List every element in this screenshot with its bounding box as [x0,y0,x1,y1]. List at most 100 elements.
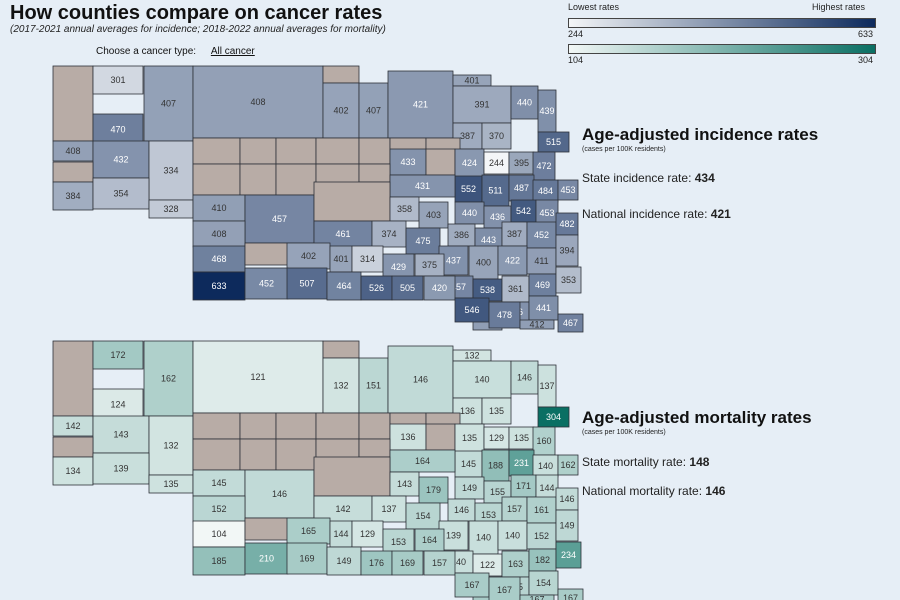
incidence-county[interactable] [371,220,407,248]
mortality-county[interactable] [391,550,424,576]
incidence-county-value: 542 [516,206,531,216]
incidence-county[interactable] [92,113,144,146]
incidence-county[interactable] [326,271,362,301]
mortality-county[interactable] [557,454,579,476]
mortality-county[interactable] [481,449,510,482]
incidence-county-value: 461 [335,229,350,239]
mortality-county[interactable] [244,542,289,575]
incidence-county-value: 411 [534,256,548,266]
incidence-county[interactable] [92,140,150,179]
incidence-county-value: 412 [529,320,544,330]
mortality-county[interactable] [286,542,328,575]
mortality-county[interactable] [423,550,456,576]
mortality-legend-min: 104 [568,55,584,65]
mortality-county[interactable] [555,509,579,542]
incidence-county-value: 431 [415,181,430,191]
mortality-county[interactable] [371,495,407,523]
incidence-county[interactable] [192,65,324,139]
mortality-legend-bar [568,44,876,54]
incidence-county[interactable] [488,301,521,329]
mortality-county[interactable] [92,340,144,370]
incidence-county[interactable] [481,122,512,150]
incidence-county[interactable] [192,245,246,273]
incidence-county[interactable] [557,179,579,201]
mortality-county[interactable] [52,456,94,486]
mortality-county[interactable] [192,495,246,523]
incidence-county[interactable] [286,242,331,270]
cancer-type-dropdown[interactable]: All cancer [210,46,255,57]
mortality-county[interactable] [192,469,246,497]
incidence-county[interactable] [351,245,384,273]
incidence-county-no-data [52,65,94,142]
mortality-county[interactable] [452,397,483,425]
incidence-county-value: 387 [507,229,522,239]
incidence-county[interactable] [244,194,315,244]
incidence-county[interactable] [497,245,528,276]
incidence-county-value: 452 [534,230,549,240]
mortality-county-value: 139 [446,531,461,541]
incidence-county-value: 410 [211,203,226,213]
mortality-county[interactable] [418,476,449,504]
incidence-county[interactable] [192,194,246,222]
mortality-county[interactable] [360,550,393,576]
incidence-county[interactable] [452,85,512,124]
mortality-county[interactable] [454,423,485,453]
mortality-county[interactable] [481,397,512,425]
incidence-county-value: 487 [514,183,529,193]
incidence-county[interactable] [360,275,393,301]
incidence-county[interactable] [555,234,579,267]
mortality-county-no-data [192,438,241,471]
mortality-county[interactable] [528,570,559,596]
mortality-county[interactable] [387,345,454,414]
incidence-county[interactable] [501,275,530,303]
mortality-county[interactable] [92,452,150,485]
incidence-county[interactable] [481,174,510,207]
mortality-county-value: 167 [464,580,479,590]
mortality-county[interactable] [192,546,246,576]
mortality-county[interactable] [92,415,150,454]
incidence-county[interactable] [423,275,456,301]
incidence-county-no-data [425,148,456,176]
incidence-county[interactable] [528,295,559,321]
mortality-county[interactable] [326,546,362,576]
incidence-county[interactable] [143,65,194,142]
mortality-county-value: 144 [539,483,554,493]
incidence-county-no-data [313,181,391,222]
mortality-county[interactable] [557,588,584,600]
incidence-county[interactable] [510,85,539,120]
mortality-county[interactable] [508,449,535,477]
incidence-county[interactable] [389,148,427,176]
incidence-county-value: 391 [474,100,489,110]
incidence-county[interactable] [391,275,424,301]
mortality-county[interactable] [148,415,194,476]
incidence-county-no-data [244,242,289,266]
incidence-county[interactable] [286,267,328,300]
mortality-county[interactable] [510,360,539,395]
mortality-county[interactable] [389,423,427,451]
incidence-county-value: 354 [113,189,128,199]
mortality-county[interactable] [358,357,389,414]
mortality-county[interactable] [389,471,420,497]
incidence-county[interactable] [555,266,582,294]
mortality-county[interactable] [526,522,557,550]
mortality-county[interactable] [322,357,360,414]
incidence-county[interactable] [192,220,246,248]
incidence-county[interactable] [519,319,555,330]
incidence-county[interactable] [526,247,557,275]
mortality-county-no-data [425,423,456,451]
mortality-county[interactable] [405,502,441,530]
incidence-county[interactable] [387,70,454,139]
mortality-county-value: 162 [161,374,176,384]
incidence-county-value: 441 [536,303,551,313]
incidence-county[interactable] [92,65,144,95]
incidence-county-value: 301 [110,75,125,85]
mortality-county[interactable] [488,576,521,600]
mortality-county[interactable] [555,541,582,569]
mortality-county[interactable] [452,360,512,399]
incidence-county[interactable] [92,177,150,210]
incidence-county[interactable] [148,140,194,201]
incidence-county[interactable] [557,313,584,333]
incidence-county[interactable] [244,267,289,300]
incidence-county[interactable] [389,196,420,222]
incidence-county[interactable] [52,181,94,211]
